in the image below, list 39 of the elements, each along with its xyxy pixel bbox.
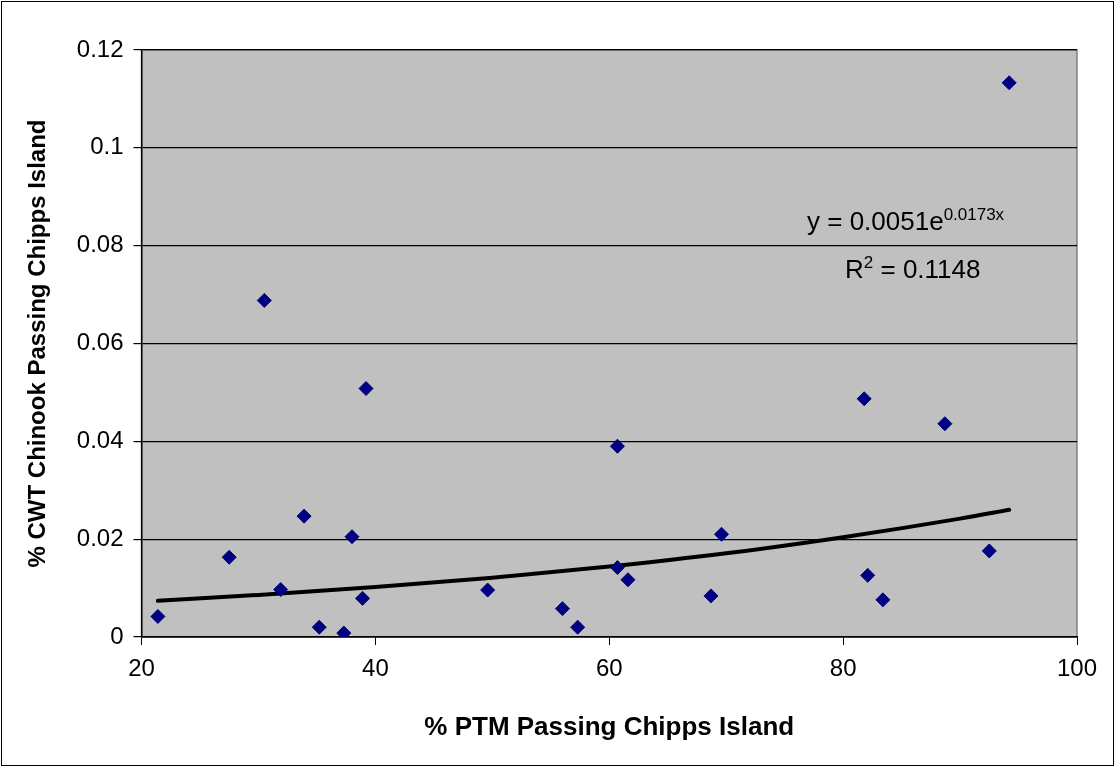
- point: [554, 601, 570, 617]
- y-tick-label: 0.02: [76, 523, 124, 551]
- point: [296, 508, 312, 524]
- point: [609, 438, 625, 454]
- x-tick-label: 20: [128, 654, 155, 682]
- point: [856, 391, 872, 407]
- point: [714, 526, 730, 542]
- y-tick-label: 0.12: [76, 34, 124, 62]
- point: [311, 619, 327, 635]
- point: [150, 608, 166, 624]
- point: [703, 588, 719, 604]
- x-tick-label: 60: [595, 654, 623, 682]
- annotation: y = 0.0051e$^{0.0173x}$: [807, 205, 1005, 237]
- x-tick-label: 40: [362, 654, 389, 682]
- point: [981, 543, 997, 559]
- y-axis-title: % CWT Chinook Passing Chipps Island: [23, 119, 51, 568]
- point: [273, 582, 289, 598]
- point: [344, 529, 360, 545]
- y-tick-label: 0.1: [90, 132, 124, 160]
- point: [358, 381, 374, 396]
- point: [480, 582, 496, 598]
- point: [355, 590, 371, 606]
- y-tick-label: 0.08: [76, 230, 124, 258]
- point: [875, 592, 891, 608]
- point: [570, 619, 586, 635]
- x-tick-label: 80: [829, 654, 857, 682]
- x-axis-title: % PTM Passing Chipps Island: [424, 710, 795, 741]
- y-tick-label: 0: [110, 621, 124, 649]
- point: [860, 567, 876, 583]
- point: [221, 549, 237, 565]
- point: [620, 572, 636, 588]
- point: [937, 416, 953, 432]
- point: [609, 560, 625, 576]
- point: [256, 292, 272, 308]
- y-tick-label: 0.06: [76, 328, 124, 356]
- point: [1001, 75, 1017, 91]
- y-tick-label: 0.04: [76, 425, 124, 453]
- x-tick-label: 100: [1056, 654, 1098, 682]
- annotation: R$^{2}$ = 0.1148: [845, 253, 981, 285]
